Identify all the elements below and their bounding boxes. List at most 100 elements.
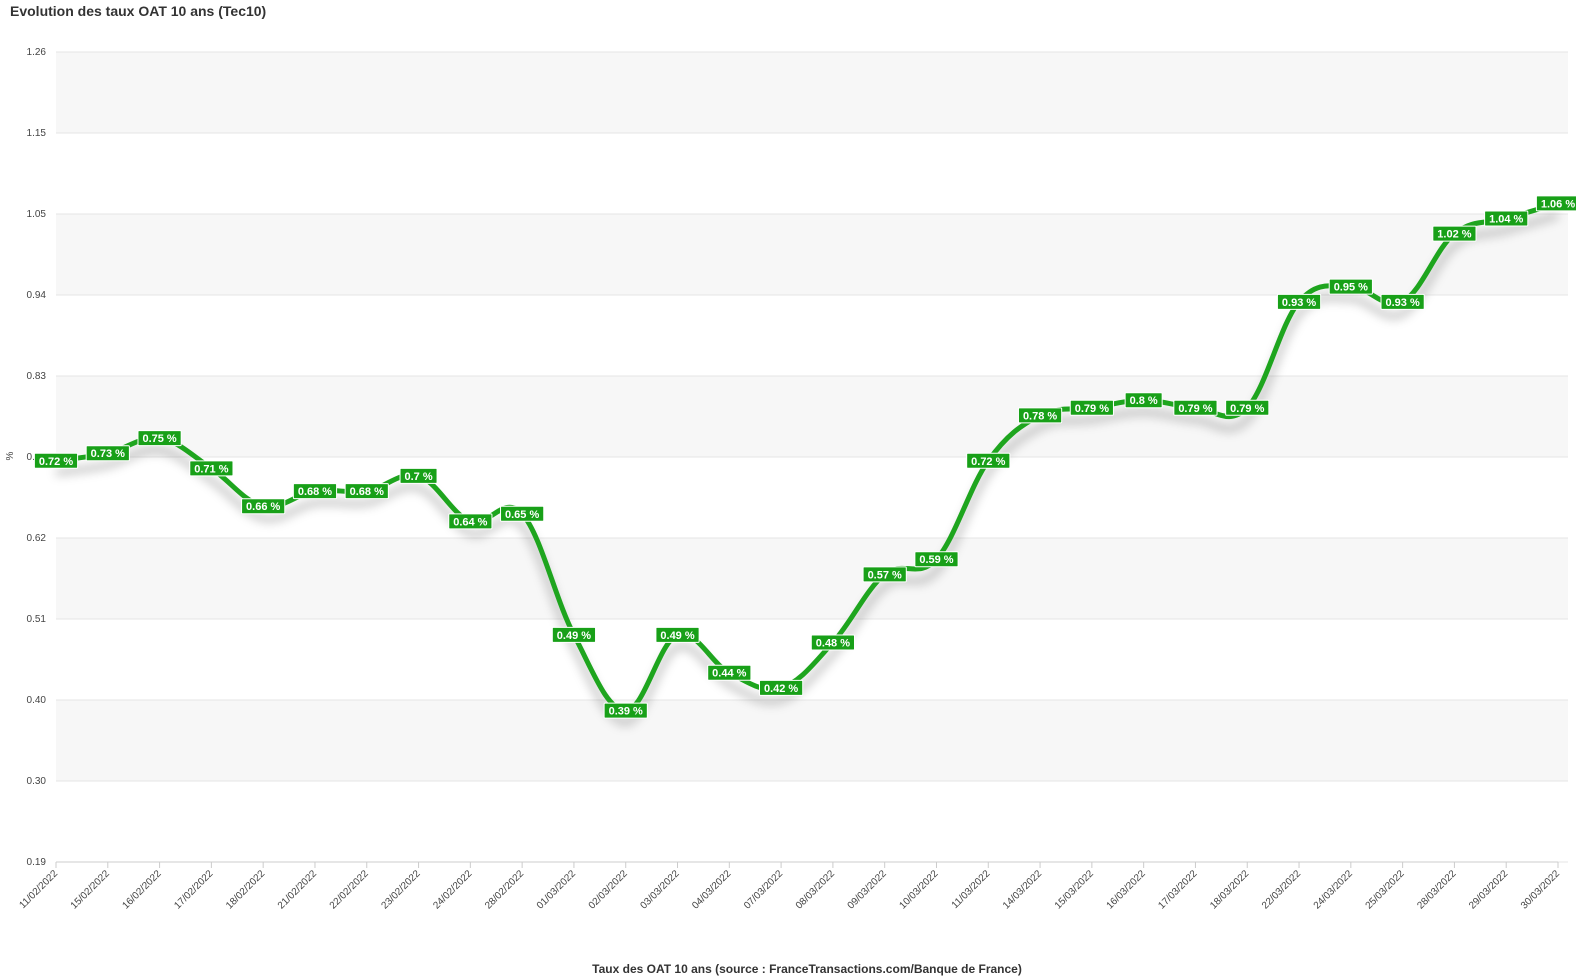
x-tick-label: 11/02/2022 xyxy=(17,868,60,911)
data-label: 0.78 % xyxy=(1017,407,1063,424)
x-tick-label: 09/03/2022 xyxy=(846,868,889,911)
data-label-text: 0.78 % xyxy=(1023,410,1057,422)
data-label: 0.71 % xyxy=(189,460,234,477)
data-label-text: 0.79 % xyxy=(1178,403,1212,415)
x-tick-label: 15/03/2022 xyxy=(1053,868,1096,911)
x-tick-label: 03/03/2022 xyxy=(638,868,681,911)
data-label-text: 0.64 % xyxy=(453,516,487,528)
y-tick-label: 0.83 xyxy=(27,371,47,382)
data-label-text: 0.57 % xyxy=(868,569,902,581)
y-tick-label: 0.62 xyxy=(27,533,47,544)
data-label-text: 0.68 % xyxy=(298,486,332,498)
data-label: 0.65 % xyxy=(500,505,545,522)
data-label-box xyxy=(914,551,959,568)
data-label-text: 0.68 % xyxy=(350,486,384,498)
data-label-box xyxy=(448,513,493,530)
x-tick-label: 10/03/2022 xyxy=(897,868,940,911)
data-label-text: 0.39 % xyxy=(609,706,643,718)
x-tick-label: 30/03/2022 xyxy=(1519,868,1562,911)
data-label: 0.49 % xyxy=(655,626,700,643)
y-tick-label: 1.05 xyxy=(27,209,47,220)
data-label-box xyxy=(1069,399,1114,416)
data-label-box xyxy=(1173,399,1218,416)
data-label-box xyxy=(137,430,182,447)
data-label: 0.48 % xyxy=(810,634,855,651)
data-label-box xyxy=(655,626,700,643)
data-label-text: 0.79 % xyxy=(1075,403,1109,415)
x-axis-label: Taux des OAT 10 ans (source : FranceTran… xyxy=(592,962,1022,976)
data-label-text: 0.59 % xyxy=(919,554,953,566)
data-label-text: 0.72 % xyxy=(39,456,73,468)
data-label: 0.93 % xyxy=(1276,293,1322,310)
x-tick-label: 23/02/2022 xyxy=(379,868,422,911)
data-label-box xyxy=(966,452,1011,469)
x-tick-label: 16/02/2022 xyxy=(121,868,164,911)
data-label: 0.75 % xyxy=(137,430,182,447)
x-tick-label: 24/02/2022 xyxy=(431,868,474,911)
grid-band xyxy=(56,700,1568,781)
data-label-box xyxy=(241,498,286,515)
data-label: 1.04 % xyxy=(1484,210,1529,227)
data-label-text: 0.49 % xyxy=(557,630,591,642)
data-label-box xyxy=(189,460,234,477)
x-tick-label: 18/03/2022 xyxy=(1208,868,1251,911)
x-tick-label: 08/03/2022 xyxy=(794,868,837,911)
grid-band xyxy=(56,52,1568,133)
data-label: 0.79 % xyxy=(1069,399,1114,416)
data-label: 1.02 % xyxy=(1432,225,1477,242)
chart-title: Evolution des taux OAT 10 ans (Tec10) xyxy=(10,3,267,19)
x-tick-label: 22/02/2022 xyxy=(328,868,371,911)
data-label-text: 0.49 % xyxy=(660,630,694,642)
data-label: 0.59 % xyxy=(914,551,959,568)
data-label-box xyxy=(1225,399,1270,416)
data-label: 0.79 % xyxy=(1225,399,1270,416)
data-label-text: 0.65 % xyxy=(505,509,539,521)
data-label: 0.73 % xyxy=(85,445,130,462)
data-label: 0.68 % xyxy=(344,483,389,500)
x-tick-label: 14/03/2022 xyxy=(1001,868,1044,911)
data-label-text: 1.04 % xyxy=(1489,214,1523,226)
data-label: 0.93 % xyxy=(1380,293,1425,310)
data-label-box xyxy=(603,702,648,719)
data-label: 0.49 % xyxy=(551,626,597,643)
grid-band xyxy=(56,376,1568,457)
y-tick-label: 0.94 xyxy=(27,290,47,301)
data-label-text: 0.8 % xyxy=(1130,395,1158,407)
data-label: 0.64 % xyxy=(448,513,493,530)
y-tick-label: 0.30 xyxy=(27,776,47,787)
x-tick-label: 28/02/2022 xyxy=(483,868,526,911)
data-label-box xyxy=(551,626,597,643)
y-tick-label: 0.40 xyxy=(27,695,47,706)
data-label-text: 0.93 % xyxy=(1282,297,1316,309)
data-label-box xyxy=(862,566,907,583)
x-tick-label: 01/03/2022 xyxy=(535,868,578,911)
data-label: 0.95 % xyxy=(1328,278,1373,295)
data-label: 0.57 % xyxy=(862,566,907,583)
x-tick-label: 04/03/2022 xyxy=(690,868,733,911)
x-tick-label: 17/02/2022 xyxy=(172,868,215,911)
x-tick-label: 15/02/2022 xyxy=(69,868,112,911)
y-axis-label: % xyxy=(5,451,16,460)
data-label: 1.06 % xyxy=(1535,195,1576,212)
series-line-shadow xyxy=(55,212,1559,726)
data-label: 0.39 % xyxy=(603,702,648,719)
data-label: 0.44 % xyxy=(707,664,752,681)
y-tick-label: 0.51 xyxy=(27,614,47,625)
data-label-text: 0.44 % xyxy=(712,668,746,680)
data-label: 0.8 % xyxy=(1124,392,1163,409)
x-tick-label: 22/03/2022 xyxy=(1260,868,1303,911)
data-label-text: 0.93 % xyxy=(1385,297,1419,309)
data-label-box xyxy=(1484,210,1529,227)
x-tick-label: 11/03/2022 xyxy=(950,868,993,911)
data-label: 0.68 % xyxy=(292,483,338,500)
data-label: 0.66 % xyxy=(241,498,286,515)
data-label-text: 0.71 % xyxy=(194,463,228,475)
data-label-box xyxy=(85,445,130,462)
x-tick-label: 07/03/2022 xyxy=(742,868,785,911)
data-label-text: 0.75 % xyxy=(142,433,176,445)
data-label-box xyxy=(344,483,389,500)
data-label-box xyxy=(1276,293,1322,310)
y-tick-label: 1.26 xyxy=(27,47,47,58)
data-label-text: 0.79 % xyxy=(1230,403,1264,415)
